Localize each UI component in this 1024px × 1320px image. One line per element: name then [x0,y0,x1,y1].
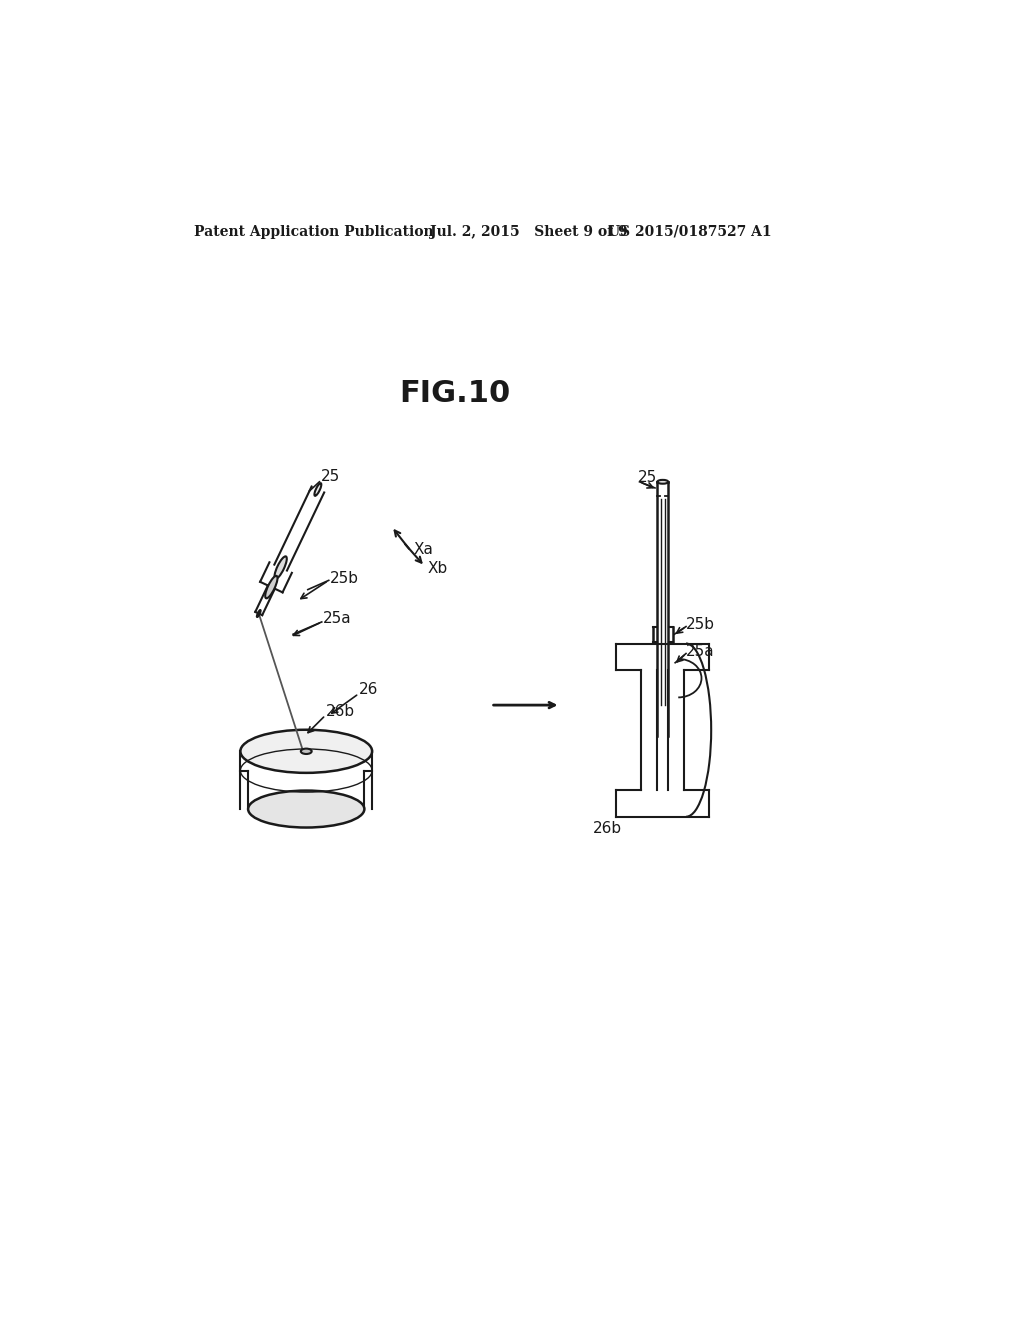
Text: Patent Application Publication: Patent Application Publication [194,224,433,239]
Text: 26: 26 [359,682,378,697]
Text: Jul. 2, 2015   Sheet 9 of 9: Jul. 2, 2015 Sheet 9 of 9 [430,224,628,239]
Ellipse shape [657,480,669,483]
Text: 26b: 26b [326,704,354,719]
Text: 25a: 25a [324,611,352,627]
Ellipse shape [314,483,322,496]
Ellipse shape [257,610,261,616]
Text: 25a: 25a [686,644,715,659]
Text: Xa: Xa [414,543,434,557]
Ellipse shape [301,748,311,754]
Text: US 2015/0187527 A1: US 2015/0187527 A1 [608,224,772,239]
Text: Xb: Xb [427,561,447,576]
Text: FIG.10: FIG.10 [399,379,511,408]
Text: 25: 25 [638,470,657,486]
Ellipse shape [274,556,287,578]
Text: 25: 25 [321,469,340,484]
Ellipse shape [248,791,365,828]
Ellipse shape [241,730,372,774]
Text: 26b: 26b [593,821,623,836]
Ellipse shape [265,576,278,598]
Text: 25b: 25b [686,616,715,632]
Text: 25b: 25b [330,570,358,586]
